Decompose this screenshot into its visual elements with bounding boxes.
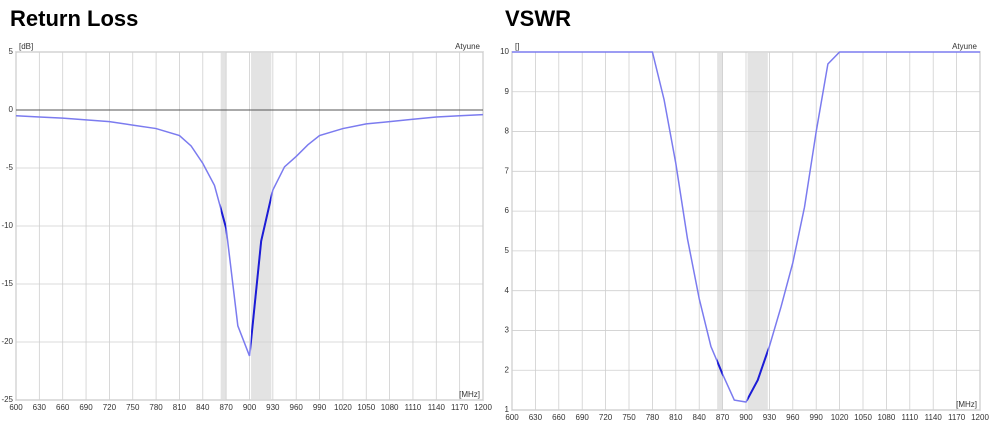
y-tick-label: 10 [500,47,509,56]
y-tick-label: 6 [505,206,510,215]
x-tick-label: 1020 [831,413,849,422]
x-tick-label: 690 [576,413,590,422]
x-tick-label: 780 [149,403,163,412]
x-unit: [MHz] [459,390,480,399]
x-tick-label: 870 [219,403,233,412]
x-tick-label: 630 [33,403,47,412]
x-tick-label: 750 [622,413,636,422]
x-tick-label: 960 [290,403,304,412]
chart-title: VSWR [505,6,571,31]
x-tick-label: 720 [103,403,117,412]
x-tick-label: 720 [599,413,613,422]
y-tick-label: 8 [505,127,510,136]
x-tick-label: 1140 [925,413,943,422]
x-tick-label: 1080 [381,403,399,412]
frequency-band [717,52,723,410]
x-tick-label: 660 [552,413,566,422]
frequency-band [747,52,768,410]
series-line [15,113,484,357]
x-tick-label: 1170 [948,413,966,422]
x-tick-label: 750 [126,403,140,412]
x-tick-label: 930 [266,403,280,412]
x-tick-label: 1110 [901,413,918,422]
x-tick-label: 1200 [474,403,492,412]
brand: Atyune [455,42,480,51]
y-tick-label: -25 [1,395,13,404]
y-unit: [dB] [19,42,33,51]
y-tick-label: -10 [1,221,13,230]
y-unit: [] [515,42,519,51]
y-tick-label: -5 [6,163,14,172]
y-tick-label: 7 [505,166,510,175]
chart-title: Return Loss [10,6,138,31]
y-tick-label: 2 [505,365,510,374]
x-tick-label: 810 [173,403,187,412]
y-tick-label: 5 [505,246,510,255]
y-tick-label: 1 [505,405,510,414]
x-tick-label: 810 [669,413,683,422]
y-tick-label: 5 [9,47,14,56]
y-tick-label: -20 [1,337,13,346]
y-tick-label: 9 [505,87,510,96]
x-unit: [MHz] [956,400,977,409]
x-tick-label: 630 [529,413,543,422]
x-tick-label: 1110 [405,403,422,412]
x-tick-label: 990 [810,413,824,422]
series-line [512,51,980,403]
x-tick-label: 870 [716,413,730,422]
x-tick-label: 1140 [428,403,446,412]
x-tick-label: 930 [763,413,777,422]
x-tick-label: 990 [313,403,327,412]
x-tick-label: 900 [243,403,257,412]
x-tick-label: 1050 [854,413,872,422]
y-tick-label: 0 [9,105,14,114]
x-tick-label: 1200 [971,413,989,422]
brand: Atyune [952,42,977,51]
x-tick-label: 600 [505,413,519,422]
x-tick-label: 840 [693,413,707,422]
x-tick-label: 900 [739,413,753,422]
x-tick-label: 600 [9,403,23,412]
y-tick-label: -15 [1,279,13,288]
x-tick-label: 780 [646,413,660,422]
x-tick-label: 1050 [357,403,375,412]
x-tick-label: 840 [196,403,210,412]
x-tick-label: 960 [786,413,800,422]
y-tick-label: 4 [505,286,510,295]
x-tick-label: 690 [79,403,93,412]
y-tick-label: 3 [505,326,510,335]
x-tick-label: 660 [56,403,70,412]
x-tick-label: 1080 [878,413,896,422]
x-tick-label: 1020 [334,403,352,412]
x-tick-label: 1170 [451,403,469,412]
